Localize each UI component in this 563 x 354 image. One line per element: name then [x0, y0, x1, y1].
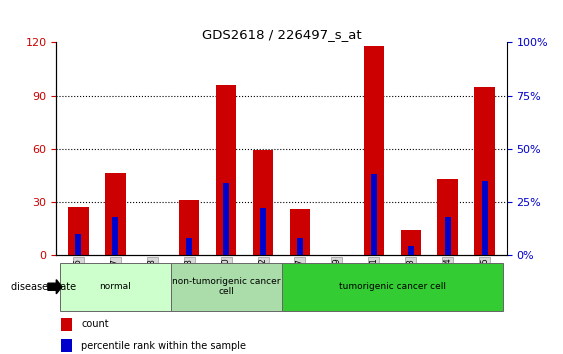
Bar — [282, 263, 503, 310]
Bar — [408, 246, 414, 255]
Text: tumorigenic cancer cell: tumorigenic cancer cell — [339, 282, 446, 291]
Bar — [437, 179, 458, 255]
Bar — [216, 85, 236, 255]
Bar — [179, 200, 199, 255]
Bar — [113, 217, 118, 255]
Bar — [400, 230, 421, 255]
Bar — [253, 150, 273, 255]
Bar — [223, 183, 229, 255]
Bar — [171, 263, 282, 310]
Title: GDS2618 / 226497_s_at: GDS2618 / 226497_s_at — [202, 28, 361, 41]
Text: percentile rank within the sample: percentile rank within the sample — [81, 341, 246, 350]
Bar — [290, 209, 310, 255]
Text: non-tumorigenic cancer
cell: non-tumorigenic cancer cell — [172, 277, 280, 296]
Bar — [371, 174, 377, 255]
Bar — [186, 238, 192, 255]
Text: normal: normal — [100, 282, 131, 291]
Bar — [60, 263, 171, 310]
Bar — [68, 207, 88, 255]
Text: count: count — [81, 319, 109, 329]
Bar — [481, 181, 488, 255]
Bar — [297, 238, 303, 255]
Bar — [364, 46, 384, 255]
Bar — [75, 234, 82, 255]
Bar — [61, 318, 72, 331]
Bar — [475, 87, 495, 255]
Text: disease state: disease state — [11, 282, 77, 292]
Bar — [260, 208, 266, 255]
Bar — [445, 217, 450, 255]
Bar — [61, 339, 72, 352]
Bar — [105, 173, 126, 255]
